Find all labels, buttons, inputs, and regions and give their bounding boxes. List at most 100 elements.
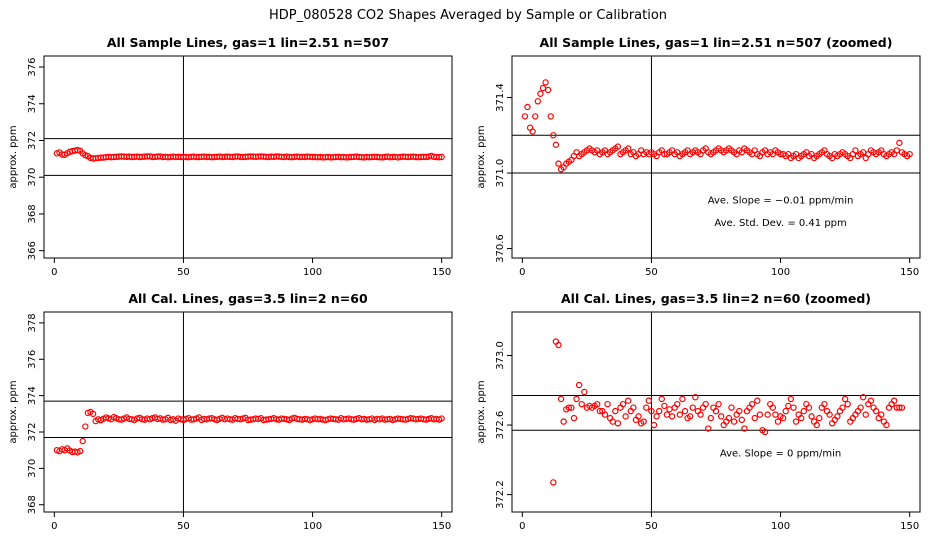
data-point bbox=[844, 400, 851, 408]
data-point bbox=[805, 404, 813, 411]
y-tick-label: 371.0 bbox=[495, 159, 506, 188]
data-point bbox=[715, 400, 722, 408]
y-tick-label: 376 bbox=[27, 57, 38, 76]
data-point bbox=[705, 425, 712, 432]
data-point bbox=[575, 381, 583, 389]
figure-title: HDP_080528 CO2 Shapes Averaged by Sample… bbox=[269, 8, 667, 23]
data-point bbox=[741, 425, 748, 432]
data-point bbox=[550, 479, 557, 486]
x-tick-label: 50 bbox=[177, 267, 190, 278]
data-point bbox=[756, 411, 764, 418]
data-point bbox=[625, 145, 632, 152]
data-point bbox=[702, 400, 709, 408]
data-point bbox=[898, 404, 906, 411]
y-tick-label: 373.0 bbox=[495, 341, 506, 370]
panel-title: All Cal. Lines, gas=3.5 lin=2 n=60 bbox=[128, 291, 368, 306]
data-point bbox=[798, 414, 805, 422]
data-point bbox=[754, 397, 761, 404]
data-point bbox=[728, 404, 735, 411]
y-tick-label: 376 bbox=[27, 350, 38, 369]
y-axis-label: approx. ppm bbox=[8, 380, 19, 443]
data-point bbox=[568, 404, 575, 411]
data-point bbox=[681, 407, 689, 415]
data-point bbox=[857, 404, 864, 411]
y-tick-label: 372.6 bbox=[495, 411, 506, 440]
data-point bbox=[725, 414, 733, 422]
data-point bbox=[717, 413, 725, 420]
data-point bbox=[622, 413, 629, 420]
y-tick-label: 368 bbox=[27, 495, 38, 514]
data-point bbox=[640, 418, 647, 425]
data-point bbox=[821, 400, 828, 408]
y-axis-label: approx. ppm bbox=[476, 380, 487, 443]
data-point bbox=[816, 414, 823, 422]
data-point bbox=[692, 394, 699, 401]
data-point bbox=[534, 98, 542, 105]
y-tick-label: 370.6 bbox=[495, 234, 506, 263]
data-point bbox=[532, 113, 539, 120]
y-axis-label: approx. ppm bbox=[8, 125, 19, 188]
y-tick-label: 368 bbox=[27, 204, 38, 223]
data-point bbox=[883, 421, 890, 429]
data-point bbox=[594, 400, 601, 408]
data-point bbox=[521, 113, 529, 120]
y-tick-label: 370 bbox=[27, 459, 38, 478]
y-tick-label: 372 bbox=[27, 131, 38, 150]
x-tick-label: 100 bbox=[771, 521, 790, 532]
y-tick-label: 374 bbox=[27, 94, 38, 113]
data-point bbox=[643, 404, 650, 411]
data-point bbox=[619, 400, 627, 408]
annotation-text: Ave. Slope = 0 ppm/min bbox=[720, 448, 841, 459]
data-point bbox=[658, 395, 665, 403]
y-tick-label: 366 bbox=[27, 241, 38, 260]
data-point bbox=[596, 407, 603, 415]
x-tick-label: 0 bbox=[51, 521, 57, 532]
data-point bbox=[764, 411, 771, 418]
chart-panel-sample-zoom: All Sample Lines, gas=1 lin=2.51 n=507 (… bbox=[476, 35, 921, 278]
data-point bbox=[674, 400, 681, 408]
data-point bbox=[787, 395, 795, 403]
y-tick-label: 370 bbox=[27, 168, 38, 187]
data-point bbox=[730, 418, 738, 425]
x-tick-label: 100 bbox=[303, 521, 322, 532]
data-point bbox=[761, 428, 769, 436]
data-point bbox=[560, 418, 567, 425]
data-point bbox=[712, 407, 720, 415]
data-point bbox=[79, 437, 86, 445]
data-point bbox=[614, 143, 622, 150]
data-point bbox=[782, 407, 789, 415]
data-point bbox=[550, 132, 557, 139]
x-tick-label: 50 bbox=[177, 521, 190, 532]
data-point bbox=[839, 404, 846, 411]
data-point bbox=[689, 404, 696, 411]
plot-frame bbox=[43, 311, 453, 513]
data-point bbox=[679, 395, 686, 403]
data-point bbox=[707, 414, 715, 422]
annotation-text: Ave. Slope = −0.01 ppm/min bbox=[708, 195, 854, 206]
data-point bbox=[555, 341, 562, 349]
plot-frame bbox=[511, 311, 921, 513]
data-point bbox=[890, 397, 898, 404]
data-series bbox=[550, 338, 906, 486]
data-point bbox=[748, 400, 756, 408]
data-point bbox=[676, 411, 684, 418]
data-point bbox=[878, 411, 885, 418]
data-point bbox=[790, 404, 797, 411]
data-point bbox=[653, 413, 660, 420]
data-point bbox=[808, 413, 815, 420]
x-tick-label: 150 bbox=[432, 267, 451, 278]
chart-panel-sample-full: All Sample Lines, gas=1 lin=2.51 n=507 0 5… bbox=[8, 35, 453, 278]
panel-title: All Sample Lines, gas=1 lin=2.51 n=507 bbox=[107, 35, 389, 50]
data-point bbox=[826, 411, 833, 418]
data-point bbox=[655, 407, 663, 415]
data-series bbox=[53, 408, 445, 456]
data-point bbox=[435, 153, 443, 161]
data-point bbox=[614, 420, 622, 427]
data-point bbox=[537, 90, 544, 97]
data-point bbox=[645, 397, 653, 404]
data-point bbox=[650, 421, 658, 429]
data-point bbox=[604, 400, 611, 408]
data-point bbox=[834, 413, 841, 420]
